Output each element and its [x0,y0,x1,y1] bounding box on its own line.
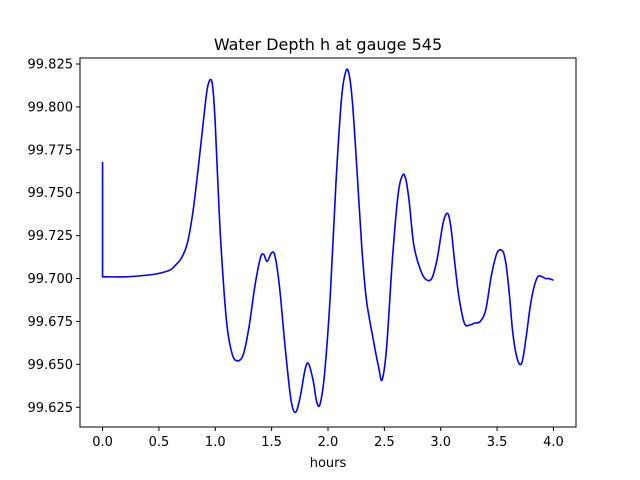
y-tick-label: 99.725 [28,229,74,244]
y-tick-label: 99.650 [28,358,74,373]
x-tick-label: 4.0 [543,435,564,450]
y-tick-label: 99.750 [28,186,74,201]
y-tick-label: 99.675 [28,315,74,330]
x-tick-label: 2.5 [374,435,395,450]
plot-area [101,68,554,414]
x-tick-label: 3.0 [430,435,451,450]
x-tick-label: 0.5 [149,435,170,450]
y-tick-label: 99.800 [28,100,74,115]
x-axis-label: hours [310,456,347,471]
y-tick-label: 99.625 [28,401,74,416]
x-tick-label: 1.0 [205,435,226,450]
x-tick-label: 1.5 [261,435,282,450]
y-tick-label: 99.825 [28,58,74,73]
x-tick-label: 2.0 [318,435,339,450]
plot-frame [79,57,577,428]
y-tick-label: 99.700 [28,272,74,287]
x-tick-label: 0.0 [92,435,113,450]
chart-title: Water Depth h at gauge 545 [214,35,442,54]
axis-ticks: 0.0 0.5 1.0 1.5 2.0 2.5 3.0 3.5 4.0 99.625 99.650 9… [28,58,564,450]
series-line [101,68,554,414]
y-tick-label: 99.775 [28,143,74,158]
x-tick-label: 3.5 [487,435,508,450]
